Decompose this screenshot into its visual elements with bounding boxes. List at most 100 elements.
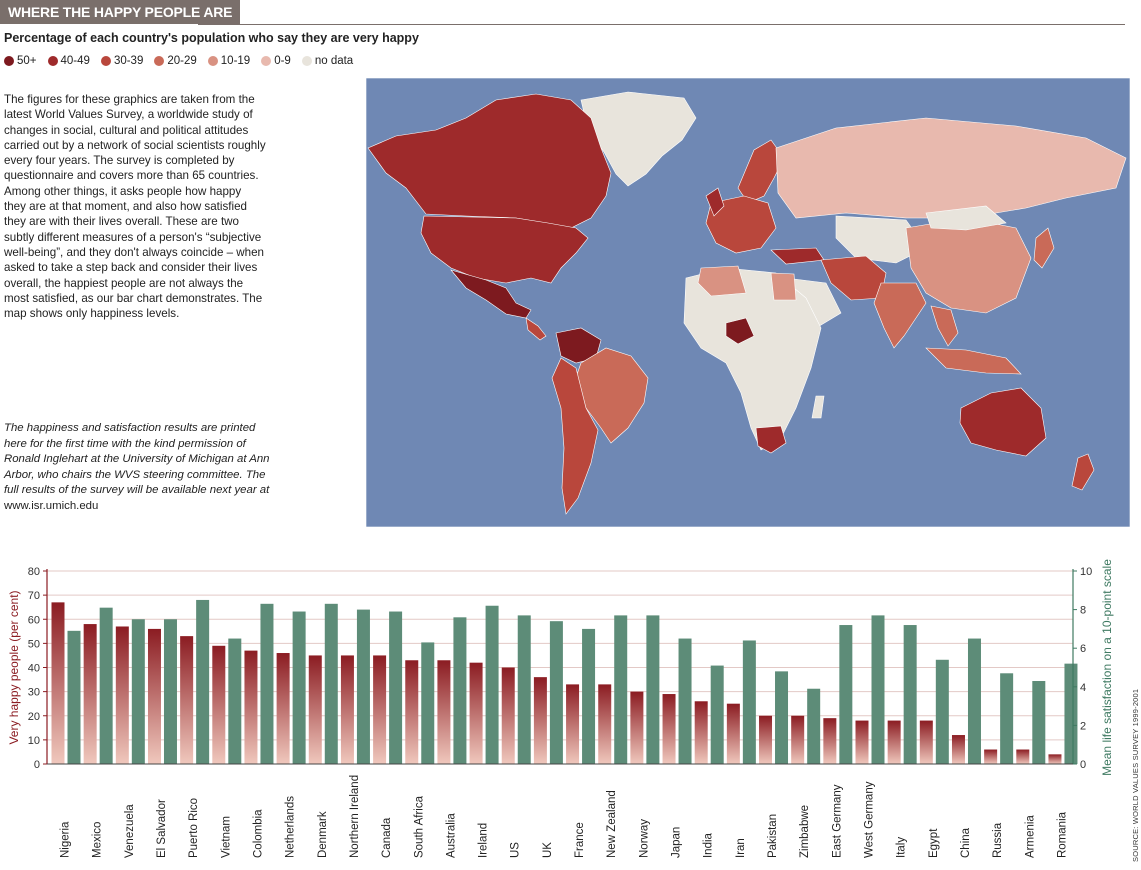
happy-bar [726, 703, 740, 764]
legend-label: 20-29 [167, 55, 197, 67]
left-tick-label: 30 [28, 687, 40, 699]
map-legend: 50+ 40-49 30-39 20-29 10-19 0-9 no data [4, 55, 353, 67]
happy-bar [566, 684, 580, 764]
australia [959, 387, 1047, 457]
happy-bar [83, 624, 97, 764]
mexico [450, 269, 532, 319]
happy-bar [759, 715, 773, 764]
left-tick-label: 80 [28, 566, 40, 578]
right-tick-label: 0 [1080, 759, 1086, 771]
legend-swatch-icon [4, 56, 14, 66]
left-axis-label: Very happy people (per cent) [7, 590, 21, 744]
satisfaction-bar [389, 611, 403, 764]
header-tag: WHERE THE HAPPY PEOPLE ARE [0, 0, 241, 24]
legend-item-0-9: 0-9 [261, 55, 291, 67]
satisfaction-bar [517, 615, 531, 764]
category-label: Mexico [92, 822, 104, 858]
satisfaction-bar [967, 638, 981, 764]
legend-label: 30-39 [113, 55, 144, 67]
category-label: West Germany [864, 781, 876, 858]
satisfaction-bar [421, 642, 435, 764]
right-tick-label: 4 [1080, 682, 1086, 694]
category-labels: Nigeria Mexico Venezuela El Salvador Puerto … [60, 775, 1069, 858]
satisfaction-bar [807, 688, 821, 764]
left-tick-label: 10 [28, 735, 40, 747]
legend-item-10-19: 10-19 [207, 55, 250, 67]
happy-bar [791, 715, 805, 764]
happy-bar [823, 718, 837, 764]
peru-chile-argentina [551, 357, 599, 515]
right-tick-label: 10 [1080, 566, 1092, 578]
category-label: Zimbabwe [799, 805, 811, 858]
left-tick-label: 50 [28, 638, 40, 650]
happy-bar [694, 701, 708, 764]
category-label: France [574, 822, 586, 858]
happy-bar [855, 720, 869, 764]
japan [1033, 227, 1055, 269]
left-tick-label: 20 [28, 711, 40, 723]
western-europe [705, 195, 777, 254]
category-label: India [703, 832, 715, 858]
central-asia [835, 215, 927, 264]
legend-swatch-icon [154, 56, 165, 66]
satisfaction-bar [871, 615, 885, 764]
satisfaction-bar [292, 611, 306, 764]
happy-bar [951, 735, 965, 764]
satisfaction-bar [131, 619, 145, 764]
satisfaction-bar [99, 607, 113, 764]
category-label: Canada [381, 817, 393, 858]
legend-item-30-39: 30-39 [100, 55, 144, 67]
category-label: South Africa [413, 795, 425, 858]
category-label: Colombia [252, 809, 264, 858]
happy-bar [276, 653, 290, 764]
right-axis-label: Mean life satisfaction on a 10-point sca… [1100, 559, 1114, 776]
legend-swatch-icon [207, 56, 218, 66]
legend-label: 40-49 [60, 55, 90, 67]
happy-bar [984, 749, 998, 764]
legend-label: 50+ [17, 55, 37, 67]
happy-bar [1016, 749, 1030, 764]
happy-bar [662, 694, 676, 764]
happy-bar [115, 626, 129, 764]
happy-bar [1048, 754, 1062, 764]
category-label: Norway [638, 819, 650, 858]
category-label: Armenia [1024, 815, 1036, 858]
category-label: El Salvador [156, 799, 168, 858]
southeast-asia [930, 305, 959, 347]
satisfaction-bar [903, 625, 917, 764]
credit-body: The happiness and satisfaction results a… [4, 422, 270, 497]
legend-item-no-data: no data [301, 55, 353, 67]
satisfaction-bar [356, 609, 370, 764]
satisfaction-bar [163, 619, 177, 764]
header-rule [198, 24, 1125, 25]
united-states [420, 215, 589, 284]
happy-bar [147, 628, 161, 764]
category-label: Italy [896, 837, 908, 858]
category-label: Puerto Rico [188, 798, 200, 858]
category-label: Russia [992, 822, 1004, 858]
happy-bar [501, 667, 515, 764]
category-label: Ireland [478, 823, 490, 858]
satisfaction-bar [678, 638, 692, 764]
satisfaction-bar [614, 615, 628, 764]
satisfaction-bar [485, 605, 499, 764]
satisfaction-bar [839, 625, 853, 764]
central-america [525, 317, 547, 341]
madagascar [811, 395, 825, 419]
category-label: Iran [735, 838, 747, 858]
indonesia [925, 347, 1022, 375]
legend-item-50plus: 50+ [4, 55, 37, 67]
happy-bar [212, 645, 226, 764]
satisfaction-bar [935, 659, 949, 764]
bar-chart: 0 10 20 30 40 50 60 70 80 0 2 4 6 8 10 Nigeria Mexico Ve… [7, 559, 1114, 858]
category-label: Vietnam [220, 816, 232, 858]
left-tick-label: 40 [28, 663, 40, 675]
happy-bar [919, 720, 933, 764]
nigeria [725, 317, 755, 345]
russia [775, 117, 1127, 219]
category-label: Australia [445, 813, 457, 858]
left-tick-label: 60 [28, 614, 40, 626]
satisfaction-bar [1064, 663, 1078, 764]
category-label: Romania [1056, 811, 1068, 858]
happy-bar [630, 691, 644, 764]
